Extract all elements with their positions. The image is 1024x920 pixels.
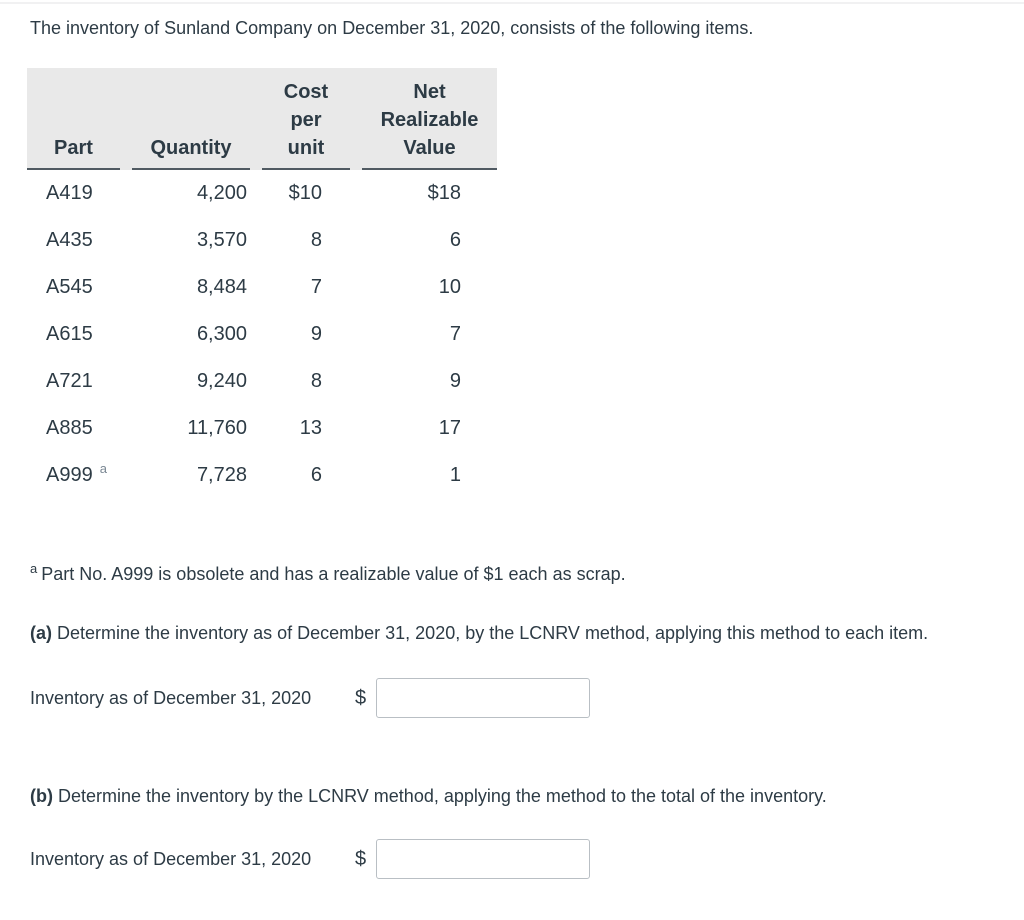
inventory-table: Part Quantity Cost per unit Net Realizab… [27, 68, 497, 499]
quantity-value: 7,728 [196, 464, 247, 486]
part-code: A885 [46, 417, 93, 439]
part-code: A721 [46, 370, 93, 392]
requirement-a: (a) Determine the inventory as of Decembe… [30, 621, 994, 645]
quantity-value: 8,484 [196, 276, 247, 298]
header-part: Part [27, 68, 120, 170]
table-row: A615 6,300 9 7 [27, 311, 497, 358]
part-code: A615 [46, 323, 93, 345]
cost-per-unit-value: 9 [310, 323, 322, 345]
header-net-realizable-value: Net Realizable Value [362, 68, 497, 170]
requirement-b-text: Determine the inventory by the LCNRV met… [57, 786, 827, 806]
net-realizable-value: 17 [438, 417, 461, 439]
header-quantity: Quantity [132, 68, 250, 170]
net-realizable-value: 6 [449, 229, 461, 251]
table-row: A721 9,240 8 9 [27, 358, 497, 405]
requirement-a-text: Determine the inventory as of December 3… [57, 623, 929, 643]
quantity-value: 9,240 [196, 370, 247, 392]
part-code: A999 [46, 464, 93, 486]
net-realizable-value: 7 [449, 323, 461, 345]
quantity-value: 3,570 [196, 229, 247, 251]
dollar-sign-a: $ [355, 686, 367, 709]
quantity-value: 11,760 [187, 417, 247, 439]
answer-b-label: Inventory as of December 31, 2020 [30, 848, 312, 869]
cost-per-unit-value: 13 [299, 417, 322, 439]
footnote-text: Part No. A999 is obsolete and has a real… [41, 564, 626, 584]
net-realizable-value: 9 [449, 370, 461, 392]
table-row: A885 11,760 13 17 [27, 405, 497, 452]
cost-per-unit-value: 6 [310, 464, 322, 486]
inventory-a-input[interactable] [376, 678, 591, 718]
quantity-value: 6,300 [196, 323, 247, 345]
part-code: A545 [46, 276, 93, 298]
requirement-b-label: (b) [30, 786, 53, 806]
intro-text: The inventory of Sunland Company on Dece… [30, 18, 754, 38]
cost-per-unit-value: $10 [288, 182, 322, 204]
net-realizable-value: 1 [449, 464, 461, 486]
table-row: A419 4,200 $10 $18 [27, 170, 497, 217]
table-row: A999 a 7,728 6 1 [27, 452, 497, 499]
dollar-sign-b: $ [355, 847, 367, 870]
cost-per-unit-value: 8 [310, 229, 322, 251]
table-row: A435 3,570 8 6 [27, 217, 497, 264]
part-footnote-marker: a [99, 461, 107, 476]
answer-row-b: Inventory as of December 31, 2020 $ [30, 839, 1024, 879]
footnote-marker: a [30, 561, 38, 576]
table-row: A545 8,484 7 10 [27, 264, 497, 311]
part-code: A435 [46, 229, 93, 251]
header-cost-per-unit: Cost per unit [262, 68, 350, 170]
part-code: A419 [46, 182, 93, 204]
requirement-a-label: (a) [30, 623, 52, 643]
answer-a-label: Inventory as of December 31, 2020 [30, 687, 312, 708]
cost-per-unit-value: 8 [310, 370, 322, 392]
inventory-table-body: A419 4,200 $10 $18 A435 3,570 8 6 A545 8… [27, 170, 497, 499]
top-divider [0, 2, 1024, 4]
answer-row-a: Inventory as of December 31, 2020 $ [30, 678, 1024, 718]
footnote: a Part No. A999 is obsolete and has a rea… [30, 557, 994, 586]
net-realizable-value: 10 [438, 276, 461, 298]
cost-per-unit-value: 7 [310, 276, 322, 298]
inventory-table-header: Part Quantity Cost per unit Net Realizab… [27, 68, 497, 170]
net-realizable-value: $18 [427, 182, 461, 204]
quantity-value: 4,200 [196, 182, 247, 204]
inventory-b-input[interactable] [376, 839, 591, 879]
requirement-b: (b) Determine the inventory by the LCNRV … [30, 784, 994, 808]
